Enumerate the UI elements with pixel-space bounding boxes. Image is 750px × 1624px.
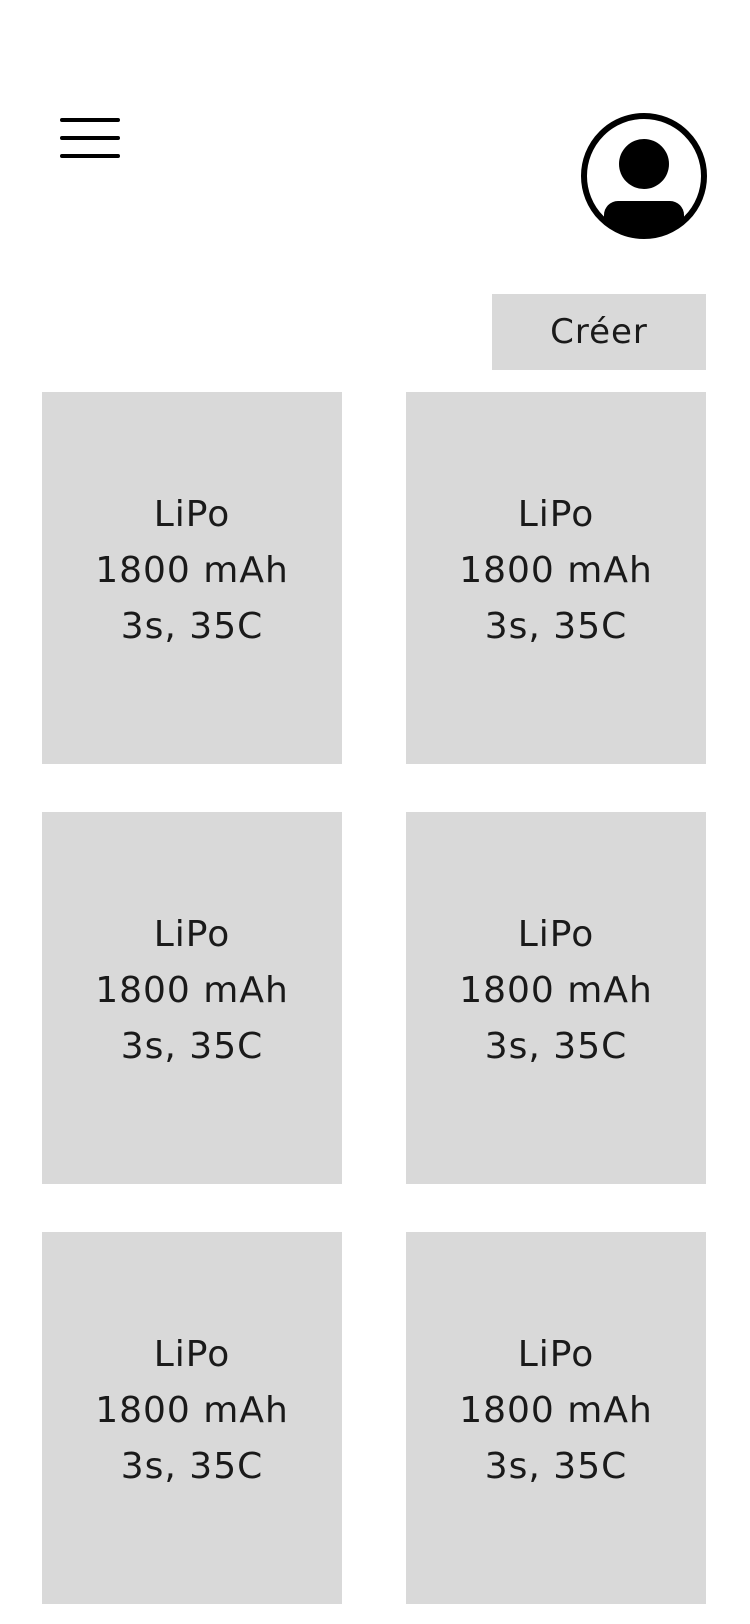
- battery-card[interactable]: LiPo 1800 mAh 3s, 35C: [42, 392, 342, 764]
- battery-spec: 3s, 35C: [484, 1446, 628, 1487]
- battery-capacity: 1800 mAh: [459, 1390, 653, 1431]
- battery-card[interactable]: LiPo 1800 mAh 3s, 35C: [406, 812, 706, 1184]
- battery-capacity: 1800 mAh: [95, 1390, 289, 1431]
- battery-spec: 3s, 35C: [120, 606, 264, 647]
- menu-bar-bottom: [60, 154, 120, 158]
- menu-bar-top: [60, 118, 120, 122]
- battery-type: LiPo: [517, 914, 595, 955]
- battery-grid: LiPo 1800 mAh 3s, 35C LiPo 1800 mAh 3s, …: [42, 392, 706, 1604]
- battery-type: LiPo: [517, 494, 595, 535]
- battery-type: LiPo: [153, 914, 231, 955]
- battery-card[interactable]: LiPo 1800 mAh 3s, 35C: [42, 1232, 342, 1604]
- create-button[interactable]: Créer: [492, 294, 706, 370]
- user-avatar-icon[interactable]: [580, 112, 708, 240]
- battery-type: LiPo: [153, 1334, 231, 1375]
- battery-spec: 3s, 35C: [120, 1446, 264, 1487]
- battery-capacity: 1800 mAh: [459, 970, 653, 1011]
- battery-type: LiPo: [517, 1334, 595, 1375]
- menu-icon[interactable]: [60, 112, 122, 164]
- battery-card[interactable]: LiPo 1800 mAh 3s, 35C: [42, 812, 342, 1184]
- battery-spec: 3s, 35C: [484, 606, 628, 647]
- battery-spec: 3s, 35C: [484, 1026, 628, 1067]
- avatar-svg: [581, 113, 707, 239]
- battery-type: LiPo: [153, 494, 231, 535]
- battery-card[interactable]: LiPo 1800 mAh 3s, 35C: [406, 392, 706, 764]
- battery-card[interactable]: LiPo 1800 mAh 3s, 35C: [406, 1232, 706, 1604]
- battery-capacity: 1800 mAh: [95, 970, 289, 1011]
- menu-bar-middle: [60, 136, 120, 140]
- battery-spec: 3s, 35C: [120, 1026, 264, 1067]
- battery-capacity: 1800 mAh: [459, 550, 653, 591]
- battery-capacity: 1800 mAh: [95, 550, 289, 591]
